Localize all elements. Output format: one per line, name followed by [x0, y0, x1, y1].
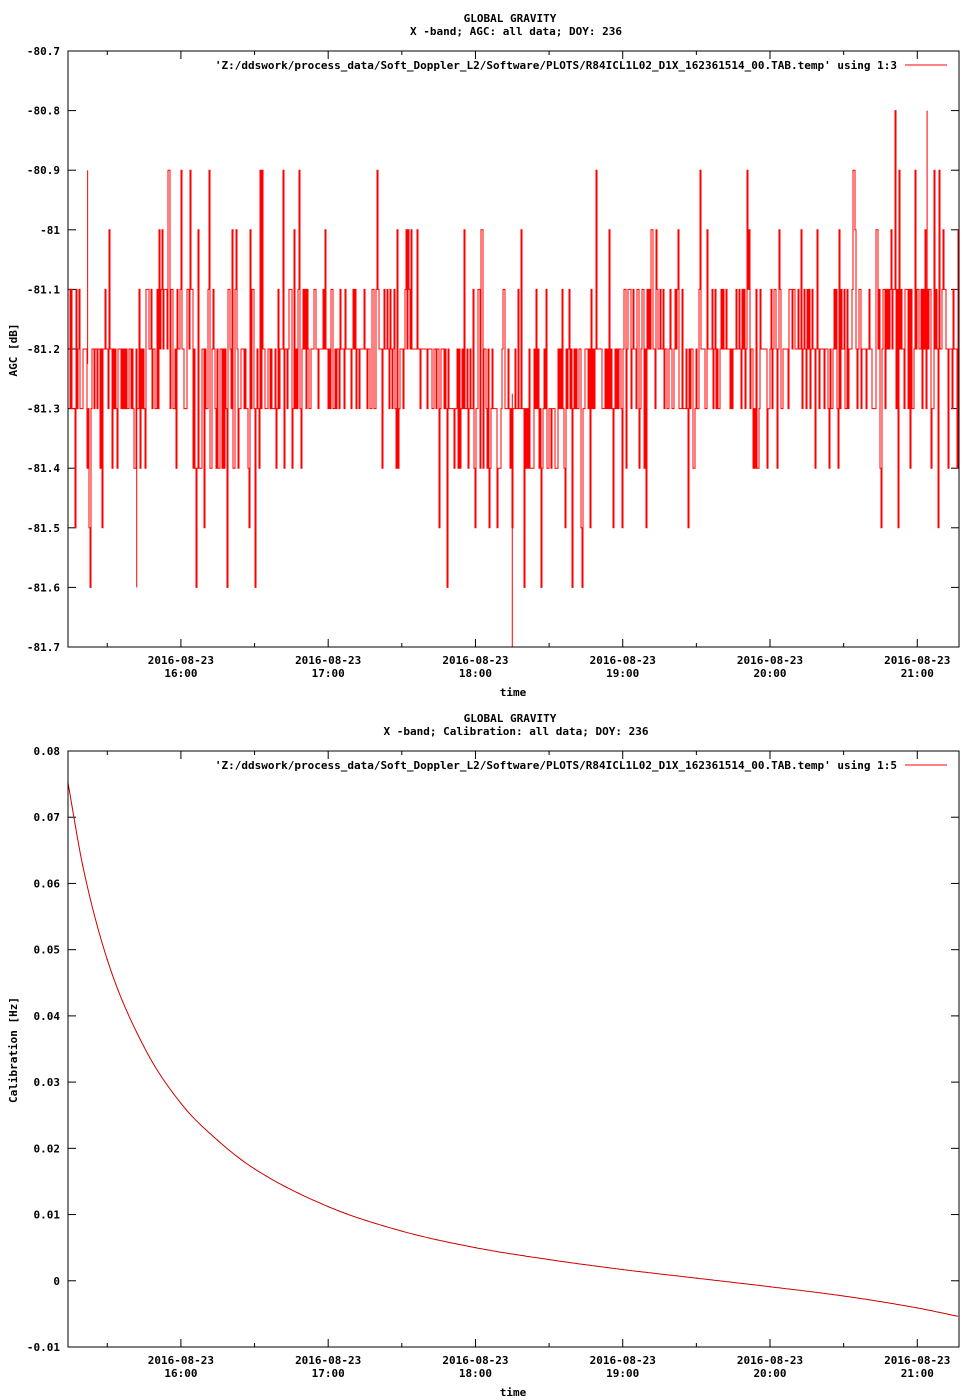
calibration-y-tick-label: 0.03 — [34, 1076, 61, 1089]
calibration-y-tick-label: 0.06 — [34, 877, 61, 890]
calibration-data-point — [843, 1295, 845, 1297]
calibration-x-tick-time: 18:00 — [459, 1367, 492, 1380]
calibration-x-tick-time: 21:00 — [901, 1367, 934, 1380]
agc-series-line — [69, 110, 959, 588]
calibration-data-point — [474, 1247, 477, 1249]
calibration-series-line — [67, 782, 959, 1317]
calibration-x-tick-date: 2016-08-23 — [737, 1354, 803, 1367]
calibration-y-tick-label: 0.01 — [34, 1209, 61, 1222]
agc-y-tick-label: -81.2 — [27, 343, 60, 356]
agc-y-tick-label: -81 — [40, 224, 60, 237]
agc-x-tick-time: 20:00 — [753, 667, 786, 680]
agc-x-axis-label: time — [500, 686, 527, 699]
agc-x-tick-time: 21:00 — [901, 667, 934, 680]
agc-x-tick-date: 2016-08-23 — [442, 654, 508, 667]
agc-y-tick-label: -80.8 — [27, 105, 60, 118]
calibration-data-point — [622, 1268, 624, 1271]
calibration-data-point — [327, 1206, 329, 1208]
agc-x-tick-date: 2016-08-23 — [737, 654, 803, 667]
calibration-data-point — [180, 1102, 182, 1104]
calibration-x-tick-date: 2016-08-23 — [442, 1354, 508, 1367]
calibration-legend-label: 'Z:/ddswork/process_data/Soft_Doppler_L2… — [215, 759, 897, 772]
agc-y-ticks: -80.7 -80.8 -80.9 -81 -81.1 -81.2 -81.3 -81.4 -8… — [27, 45, 959, 654]
calibration-data-point — [82, 864, 84, 867]
calibration-plot-frame — [67, 750, 960, 1348]
calibration-x-tick-time: 16:00 — [164, 1367, 197, 1380]
agc-y-tick-label: -81.7 — [27, 641, 60, 654]
agc-data-layer — [69, 110, 959, 647]
calibration-data-point — [143, 1046, 145, 1048]
calibration-x-axis-label: time — [500, 1386, 527, 1399]
calibration-x-tick-time: 20:00 — [753, 1367, 786, 1380]
calibration-x-tick-date: 2016-08-23 — [884, 1354, 950, 1367]
agc-x-tick-date: 2016-08-23 — [590, 654, 656, 667]
agc-y-tick-label: -80.7 — [27, 45, 60, 58]
agc-y-tick-label: -81.6 — [27, 581, 60, 594]
calibration-data-point — [695, 1277, 697, 1279]
calibration-y-axis-label: Calibration [Hz] — [7, 997, 20, 1103]
agc-y-tick-label: -81.3 — [27, 403, 60, 416]
calibration-x-tick-time: 17:00 — [312, 1367, 345, 1380]
calibration-data-point — [548, 1258, 550, 1261]
calibration-chart-title: GLOBAL GRAVITY — [464, 712, 557, 725]
calibration-y-tick-label: 0.05 — [34, 944, 61, 957]
agc-y-tick-label: -80.9 — [27, 164, 60, 177]
calibration-x-ticks: 2016-08-2316:002016-08-2317:002016-08-23… — [106, 751, 950, 1380]
agc-legend-label: 'Z:/ddswork/process_data/Soft_Doppler_L2… — [215, 59, 897, 72]
calibration-data-point — [916, 1307, 918, 1309]
agc-legend: 'Z:/ddswork/process_data/Soft_Doppler_L2… — [215, 59, 947, 72]
agc-plot-frame — [67, 50, 960, 648]
agc-x-tick-date: 2016-08-23 — [295, 654, 361, 667]
calibration-chart-subtitle: X -band; Calibration: all data; DOY: 236 — [384, 725, 649, 738]
calibration-y-tick-label: 0.04 — [34, 1010, 61, 1023]
calibration-data-point — [253, 1168, 256, 1170]
calibration-y-tick-label: 0 — [53, 1275, 60, 1288]
agc-y-tick-label: -81.4 — [27, 462, 60, 475]
calibration-data-point — [106, 959, 108, 961]
calibration-y-tick-label: -0.01 — [27, 1341, 60, 1354]
agc-x-tick-date: 2016-08-23 — [884, 654, 950, 667]
calibration-data-point — [217, 1139, 219, 1141]
calibration-y-ticks: 0.08 0.07 0.06 0.05 0.04 0.03 0.02 0.01 0 -0.01 — [27, 745, 959, 1354]
calibration-x-tick-date: 2016-08-23 — [295, 1354, 361, 1367]
agc-x-tick-time: 16:00 — [164, 667, 197, 680]
calibration-legend: 'Z:/ddswork/process_data/Soft_Doppler_L2… — [215, 759, 947, 772]
agc-y-axis-label: AGC [dB] — [7, 324, 20, 377]
calibration-data-layer — [67, 782, 960, 1318]
calibration-x-tick-time: 19:00 — [606, 1367, 639, 1380]
agc-y-tick-label: -81.5 — [27, 522, 60, 535]
agc-x-tick-time: 19:00 — [606, 667, 639, 680]
agc-y-tick-label: -81.1 — [27, 283, 60, 296]
calibration-y-tick-label: 0.02 — [34, 1142, 61, 1155]
agc-x-tick-time: 18:00 — [459, 667, 492, 680]
calibration-y-tick-label: 0.08 — [34, 745, 61, 758]
calibration-x-tick-date: 2016-08-23 — [148, 1354, 214, 1367]
calibration-chart: GLOBAL GRAVITY X -band; Calibration: all… — [7, 712, 960, 1399]
agc-chart-subtitle: X -band; AGC: all data; DOY: 236 — [410, 25, 622, 38]
agc-x-tick-date: 2016-08-23 — [148, 654, 214, 667]
calibration-y-tick-label: 0.07 — [34, 811, 61, 824]
agc-chart-title: GLOBAL GRAVITY — [464, 12, 557, 25]
calibration-x-tick-date: 2016-08-23 — [590, 1354, 656, 1367]
calibration-data-point — [401, 1230, 403, 1232]
agc-chart: GLOBAL GRAVITY X -band; AGC: all data; D… — [7, 12, 960, 699]
calibration-data-point — [769, 1286, 771, 1288]
agc-x-ticks: 2016-08-2316:002016-08-2317:002016-08-23… — [106, 51, 950, 680]
agc-x-tick-time: 17:00 — [312, 667, 345, 680]
